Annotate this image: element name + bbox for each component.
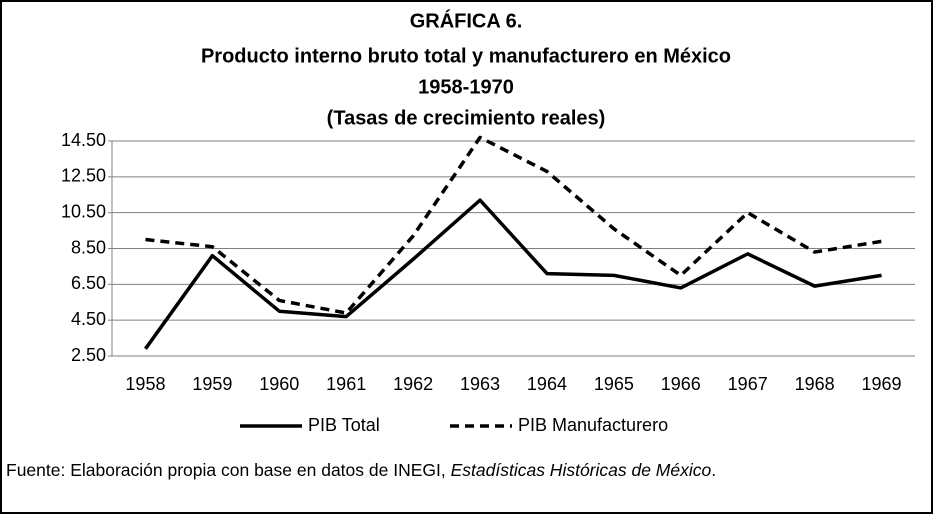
x-tick-label: 1959 bbox=[192, 374, 232, 394]
legend-label: PIB Manufacturero bbox=[518, 415, 668, 435]
y-tick-label: 2.50 bbox=[71, 345, 106, 365]
chart-title: 1958-1970 bbox=[418, 76, 514, 98]
y-tick-label: 4.50 bbox=[71, 309, 106, 329]
x-tick-label: 1960 bbox=[259, 374, 299, 394]
y-tick-label: 14.50 bbox=[61, 130, 106, 150]
y-tick-label: 10.50 bbox=[61, 201, 106, 221]
x-tick-label: 1958 bbox=[125, 374, 165, 394]
y-tick-label: 12.50 bbox=[61, 166, 106, 186]
source-note: Fuente: Elaboración propia con base en d… bbox=[6, 458, 926, 482]
source-end: . bbox=[711, 460, 717, 480]
x-tick-label: 1966 bbox=[661, 374, 701, 394]
x-tick-label: 1969 bbox=[862, 374, 902, 394]
source-italic: Estadísticas Históricas de México bbox=[450, 460, 712, 480]
chart-title: GRÁFICA 6. bbox=[410, 9, 523, 32]
x-tick-label: 1968 bbox=[795, 374, 835, 394]
x-tick-label: 1961 bbox=[326, 374, 366, 394]
source-text: Fuente: Elaboración propia con base en d… bbox=[6, 460, 451, 480]
x-tick-label: 1965 bbox=[594, 374, 634, 394]
x-tick-label: 1967 bbox=[728, 374, 768, 394]
chart-title: (Tasas de crecimiento reales) bbox=[327, 107, 606, 129]
x-tick-label: 1963 bbox=[460, 374, 500, 394]
y-tick-label: 6.50 bbox=[71, 273, 106, 293]
x-tick-label: 1962 bbox=[393, 374, 433, 394]
legend-label: PIB Total bbox=[308, 415, 380, 435]
x-tick-label: 1964 bbox=[527, 374, 567, 394]
series-line bbox=[144, 198, 882, 350]
chart-title: Producto interno bruto total y manufactu… bbox=[201, 45, 731, 67]
y-tick-label: 8.50 bbox=[71, 237, 106, 257]
series-line bbox=[145, 135, 882, 315]
